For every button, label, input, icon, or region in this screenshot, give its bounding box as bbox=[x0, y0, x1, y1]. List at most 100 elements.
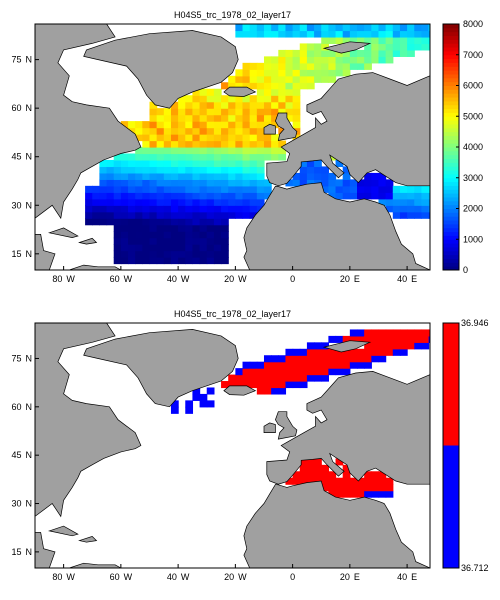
heat-cell bbox=[228, 153, 236, 161]
heat-cell bbox=[428, 185, 430, 193]
heat-cell bbox=[156, 166, 165, 174]
lat-tick-label: 60 N bbox=[11, 103, 32, 113]
class-cell bbox=[278, 368, 287, 376]
heat-cell bbox=[263, 56, 272, 64]
heat-cell bbox=[328, 30, 337, 38]
heat-cell bbox=[178, 211, 186, 219]
heat-cell bbox=[378, 179, 387, 187]
heat-cell bbox=[142, 166, 151, 174]
heat-cell bbox=[285, 179, 294, 187]
class-cell bbox=[421, 335, 430, 343]
heat-cell bbox=[371, 49, 380, 57]
heat-cell bbox=[206, 250, 215, 258]
heat-cell bbox=[357, 36, 365, 45]
class-cell bbox=[335, 477, 344, 485]
heat-cell bbox=[185, 185, 194, 193]
heat-cell bbox=[256, 127, 265, 135]
heat-cell bbox=[278, 140, 287, 148]
colorbar-swatch bbox=[443, 24, 459, 29]
heat-cell bbox=[170, 140, 179, 148]
heat-cell bbox=[85, 198, 93, 206]
class-cell bbox=[271, 368, 279, 376]
heat-cell bbox=[299, 172, 308, 180]
class-cell bbox=[371, 490, 380, 498]
heat-cell bbox=[306, 56, 315, 64]
heat-cell bbox=[242, 172, 251, 180]
heat-cell bbox=[263, 82, 272, 90]
heat-cell bbox=[142, 192, 151, 200]
class-cell bbox=[364, 361, 372, 369]
land-cuba bbox=[47, 227, 79, 238]
colorbar-swatch bbox=[443, 243, 459, 248]
heat-cell bbox=[149, 179, 158, 187]
colorbar-swatch bbox=[443, 58, 459, 63]
heat-cell bbox=[206, 237, 215, 245]
heat-cell bbox=[228, 134, 236, 142]
colorbar-swatch bbox=[443, 223, 459, 229]
heat-cell bbox=[285, 69, 294, 77]
heat-cell bbox=[163, 172, 172, 180]
heat-cell bbox=[364, 43, 372, 51]
heat-cell bbox=[421, 205, 430, 213]
heat-cell bbox=[206, 101, 215, 109]
lon-tick-label: 20 W bbox=[224, 572, 247, 582]
heat-cell bbox=[156, 179, 165, 187]
heat-cell bbox=[192, 121, 201, 129]
heat-cell bbox=[221, 192, 229, 200]
heat-cell bbox=[292, 82, 301, 90]
heat-cell bbox=[263, 121, 272, 129]
heat-cell bbox=[120, 172, 129, 180]
heat-cell bbox=[178, 140, 186, 148]
class-cell bbox=[335, 458, 344, 466]
heat-cell bbox=[235, 82, 244, 90]
heat-cell bbox=[399, 205, 408, 213]
heat-cell bbox=[235, 134, 244, 142]
heat-cell bbox=[335, 36, 344, 45]
class-cell bbox=[292, 348, 301, 356]
heat-cell bbox=[213, 140, 222, 148]
heat-cell bbox=[392, 24, 401, 32]
heat-cell bbox=[299, 82, 308, 90]
heat-cell bbox=[263, 75, 272, 83]
lat-hemisphere: N bbox=[26, 249, 33, 259]
heat-cell bbox=[92, 211, 101, 219]
heat-cell bbox=[256, 101, 265, 109]
heat-cell bbox=[163, 179, 172, 187]
heat-cell bbox=[206, 192, 215, 200]
class-cell bbox=[407, 335, 415, 343]
class-cell bbox=[364, 484, 372, 492]
heat-cell bbox=[85, 205, 93, 213]
heat-cell bbox=[249, 24, 258, 32]
colorbar-swatch bbox=[443, 108, 459, 113]
class-cell bbox=[263, 387, 272, 395]
heat-cell bbox=[149, 147, 158, 155]
heat-cell bbox=[292, 56, 301, 64]
heat-cell bbox=[228, 185, 236, 193]
heat-cell bbox=[299, 24, 308, 32]
heat-cell bbox=[135, 237, 143, 245]
class-cell bbox=[285, 361, 294, 369]
heat-cell bbox=[163, 218, 172, 226]
heat-cell bbox=[156, 218, 165, 226]
class-cell bbox=[306, 355, 315, 363]
class-cell bbox=[321, 368, 329, 376]
heat-cell bbox=[263, 30, 272, 38]
heat-cell bbox=[249, 153, 258, 161]
heat-cell bbox=[278, 49, 287, 57]
heat-cell bbox=[371, 43, 380, 51]
class-cell bbox=[364, 335, 372, 343]
heat-cell bbox=[106, 159, 115, 168]
heat-cell bbox=[263, 108, 272, 116]
colorbar-swatch bbox=[443, 120, 459, 125]
heat-cell bbox=[85, 185, 93, 193]
class-cell bbox=[357, 329, 365, 337]
heat-cell bbox=[278, 153, 287, 161]
land-svalbard bbox=[322, 340, 372, 353]
class-cell bbox=[349, 329, 358, 337]
lon-value: 40 bbox=[397, 274, 407, 284]
class-cell bbox=[185, 400, 194, 408]
heat-cell bbox=[299, 56, 308, 64]
heat-cell bbox=[428, 24, 430, 32]
heat-cell bbox=[170, 231, 179, 239]
lat-value: 15 bbox=[11, 249, 21, 259]
